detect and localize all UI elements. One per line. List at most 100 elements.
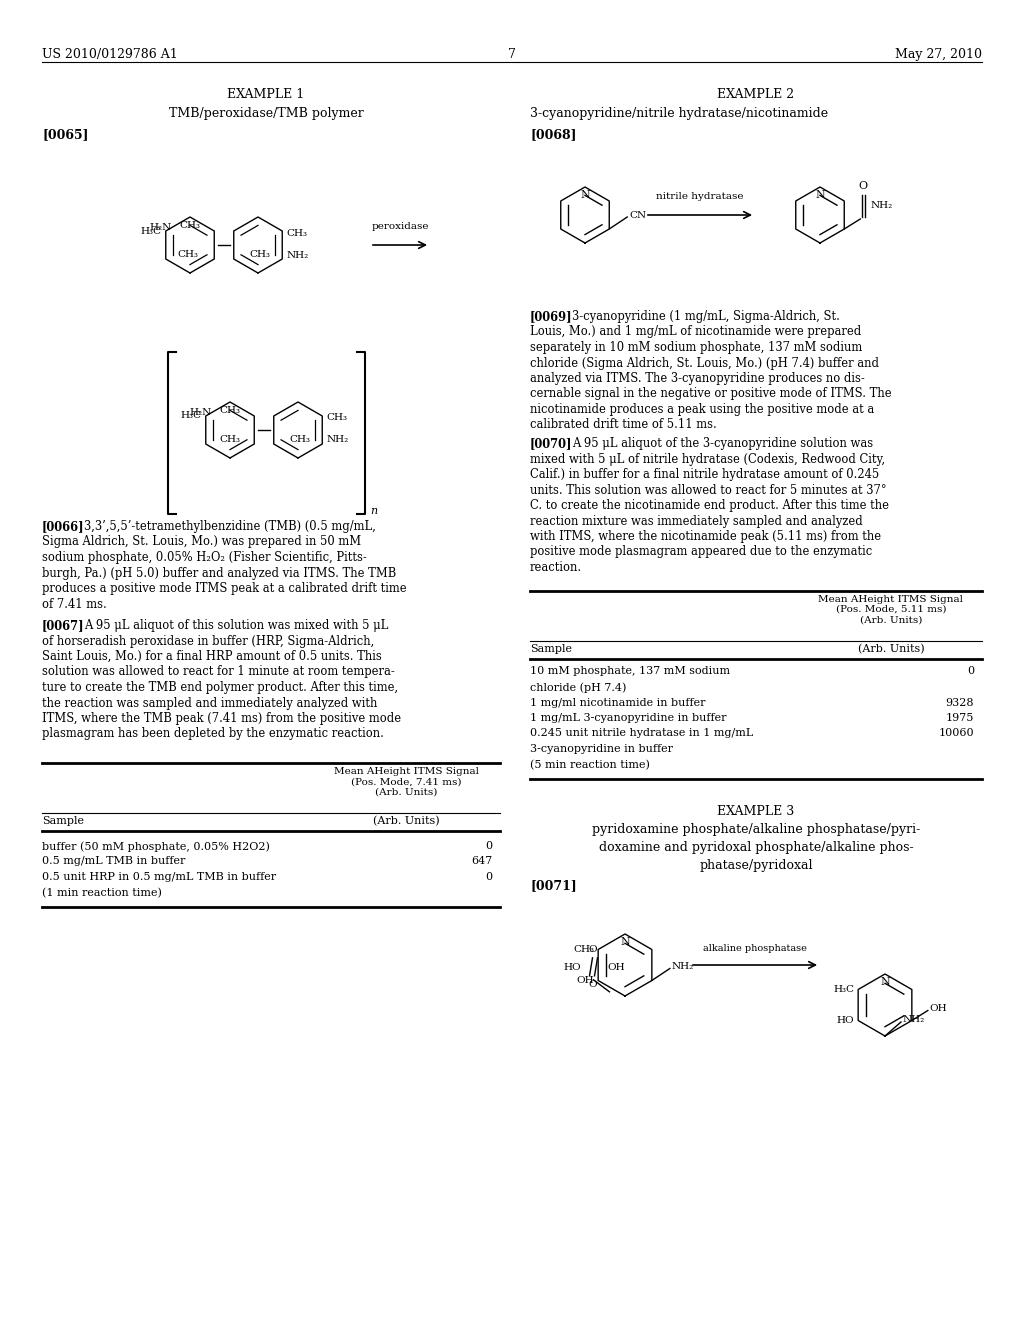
Text: 3-cyanopyridine in buffer: 3-cyanopyridine in buffer xyxy=(530,744,673,754)
Text: 0.5 mg/mL TMB in buffer: 0.5 mg/mL TMB in buffer xyxy=(42,857,185,866)
Text: 1975: 1975 xyxy=(945,713,974,723)
Text: (5 min reaction time): (5 min reaction time) xyxy=(530,759,650,770)
Text: nitrile hydratase: nitrile hydratase xyxy=(656,191,743,201)
Text: EXAMPLE 1: EXAMPLE 1 xyxy=(227,88,304,102)
Text: 0.5 unit HRP in 0.5 mg/mL TMB in buffer: 0.5 unit HRP in 0.5 mg/mL TMB in buffer xyxy=(42,873,276,882)
Text: 9328: 9328 xyxy=(945,697,974,708)
Text: C. to create the nicotinamide end product. After this time the: C. to create the nicotinamide end produc… xyxy=(530,499,889,512)
Text: 0.245 unit nitrile hydratase in 1 mg/mL: 0.245 unit nitrile hydratase in 1 mg/mL xyxy=(530,729,754,738)
Text: (Arb. Units): (Arb. Units) xyxy=(858,644,925,653)
Text: n: n xyxy=(371,506,377,516)
Text: H₃C: H₃C xyxy=(140,227,162,235)
Text: 3-cyanopyridine (1 mg/mL, Sigma-Aldrich, St.: 3-cyanopyridine (1 mg/mL, Sigma-Aldrich,… xyxy=(572,310,840,323)
Text: N: N xyxy=(581,190,590,201)
Text: HO: HO xyxy=(564,964,582,973)
Text: ITMS, where the TMB peak (7.41 ms) from the positive mode: ITMS, where the TMB peak (7.41 ms) from … xyxy=(42,711,401,725)
Text: 0: 0 xyxy=(967,667,974,676)
Text: Mean AHeight ITMS Signal
(Pos. Mode, 5.11 ms)
(Arb. Units): Mean AHeight ITMS Signal (Pos. Mode, 5.1… xyxy=(818,594,964,624)
Text: O: O xyxy=(588,979,597,989)
Text: 10060: 10060 xyxy=(938,729,974,738)
Text: ture to create the TMB end polymer product. After this time,: ture to create the TMB end polymer produ… xyxy=(42,681,398,694)
Text: Sample: Sample xyxy=(530,644,572,653)
Text: CN: CN xyxy=(630,210,646,219)
Text: produces a positive mode ITMS peak at a calibrated drift time: produces a positive mode ITMS peak at a … xyxy=(42,582,407,595)
Text: with ITMS, where the nicotinamide peak (5.11 ms) from the: with ITMS, where the nicotinamide peak (… xyxy=(530,531,881,543)
Text: O: O xyxy=(588,945,597,954)
Text: OH: OH xyxy=(577,975,594,985)
Text: [0065]: [0065] xyxy=(42,128,88,141)
Text: units. This solution was allowed to react for 5 minutes at 37°: units. This solution was allowed to reac… xyxy=(530,483,887,496)
Text: HO: HO xyxy=(837,1016,854,1026)
Text: OH: OH xyxy=(607,964,625,973)
Text: NH₂: NH₂ xyxy=(327,436,348,445)
Text: NH₂: NH₂ xyxy=(672,962,694,972)
Text: H₂N: H₂N xyxy=(189,408,212,417)
Text: plasmagram has been depleted by the enzymatic reaction.: plasmagram has been depleted by the enzy… xyxy=(42,727,384,741)
Text: A 95 μL aliquot of the 3-cyanopyridine solution was: A 95 μL aliquot of the 3-cyanopyridine s… xyxy=(572,437,873,450)
Text: reaction mixture was immediately sampled and analyzed: reaction mixture was immediately sampled… xyxy=(530,515,863,528)
Text: CH₃: CH₃ xyxy=(177,249,199,259)
Text: doxamine and pyridoxal phosphate/alkaline phos-: doxamine and pyridoxal phosphate/alkalin… xyxy=(599,841,913,854)
Text: (1 min reaction time): (1 min reaction time) xyxy=(42,887,162,898)
Text: mixed with 5 μL of nitrile hydratase (Codexis, Redwood City,: mixed with 5 μL of nitrile hydratase (Co… xyxy=(530,453,885,466)
Text: 1 mg/ml nicotinamide in buffer: 1 mg/ml nicotinamide in buffer xyxy=(530,697,706,708)
Text: CH₃: CH₃ xyxy=(250,249,270,259)
Text: 7: 7 xyxy=(508,48,516,61)
Text: N: N xyxy=(880,977,890,987)
Text: calibrated drift time of 5.11 ms.: calibrated drift time of 5.11 ms. xyxy=(530,418,717,432)
Text: EXAMPLE 3: EXAMPLE 3 xyxy=(718,805,795,818)
Text: CH₃: CH₃ xyxy=(219,407,241,414)
Text: EXAMPLE 2: EXAMPLE 2 xyxy=(718,88,795,102)
Text: positive mode plasmagram appeared due to the enzymatic: positive mode plasmagram appeared due to… xyxy=(530,545,872,558)
Text: NH₂: NH₂ xyxy=(870,202,893,210)
Text: [0067]: [0067] xyxy=(42,619,85,632)
Text: CH₃: CH₃ xyxy=(219,436,241,444)
Text: chloride (pH 7.4): chloride (pH 7.4) xyxy=(530,682,627,693)
Text: [0069]: [0069] xyxy=(530,310,572,323)
Text: H₃C: H₃C xyxy=(834,985,854,994)
Text: CH₃: CH₃ xyxy=(290,436,310,444)
Text: 3-cyanopyridine/nitrile hydratase/nicotinamide: 3-cyanopyridine/nitrile hydratase/nicoti… xyxy=(530,107,828,120)
Text: 1 mg/mL 3-cyanopyridine in buffer: 1 mg/mL 3-cyanopyridine in buffer xyxy=(530,713,726,723)
Text: Sigma Aldrich, St. Louis, Mo.) was prepared in 50 mM: Sigma Aldrich, St. Louis, Mo.) was prepa… xyxy=(42,536,361,549)
Text: [0070]: [0070] xyxy=(530,437,572,450)
Text: solution was allowed to react for 1 minute at room tempera-: solution was allowed to react for 1 minu… xyxy=(42,665,394,678)
Text: [0068]: [0068] xyxy=(530,128,577,141)
Text: 0: 0 xyxy=(485,873,492,882)
Text: 10 mM phosphate, 137 mM sodium: 10 mM phosphate, 137 mM sodium xyxy=(530,667,730,676)
Text: 647: 647 xyxy=(471,857,492,866)
Text: sodium phosphate, 0.05% H₂O₂ (Fisher Scientific, Pitts-: sodium phosphate, 0.05% H₂O₂ (Fisher Sci… xyxy=(42,550,367,564)
Text: Calif.) in buffer for a final nitrile hydratase amount of 0.245: Calif.) in buffer for a final nitrile hy… xyxy=(530,469,880,480)
Text: 0: 0 xyxy=(485,841,492,851)
Text: peroxidase: peroxidase xyxy=(372,222,429,231)
Text: NH₂: NH₂ xyxy=(903,1015,926,1024)
Text: H₃C: H₃C xyxy=(181,412,202,421)
Text: Mean AHeight ITMS Signal
(Pos. Mode, 7.41 ms)
(Arb. Units): Mean AHeight ITMS Signal (Pos. Mode, 7.4… xyxy=(334,767,478,797)
Text: Sample: Sample xyxy=(42,816,84,826)
Text: phatase/pyridoxal: phatase/pyridoxal xyxy=(699,859,813,873)
Text: O: O xyxy=(859,181,867,191)
Text: buffer (50 mM phosphate, 0.05% H2O2): buffer (50 mM phosphate, 0.05% H2O2) xyxy=(42,841,270,851)
Text: NH₂: NH₂ xyxy=(287,251,308,260)
Text: TMB/peroxidase/TMB polymer: TMB/peroxidase/TMB polymer xyxy=(169,107,364,120)
Text: of horseradish peroxidase in buffer (HRP, Sigma-Aldrich,: of horseradish peroxidase in buffer (HRP… xyxy=(42,635,374,648)
Text: pyridoxamine phosphate/alkaline phosphatase/pyri-: pyridoxamine phosphate/alkaline phosphat… xyxy=(592,822,921,836)
Text: chloride (Sigma Aldrich, St. Louis, Mo.) (pH 7.4) buffer and: chloride (Sigma Aldrich, St. Louis, Mo.)… xyxy=(530,356,879,370)
Text: A 95 μL aliquot of this solution was mixed with 5 μL: A 95 μL aliquot of this solution was mix… xyxy=(84,619,388,632)
Text: (Arb. Units): (Arb. Units) xyxy=(373,816,439,826)
Text: separately in 10 mM sodium phosphate, 137 mM sodium: separately in 10 mM sodium phosphate, 13… xyxy=(530,341,862,354)
Text: reaction.: reaction. xyxy=(530,561,582,574)
Text: [0071]: [0071] xyxy=(530,879,577,892)
Text: OH: OH xyxy=(930,1005,947,1012)
Text: CH₃: CH₃ xyxy=(573,945,594,954)
Text: CH₃: CH₃ xyxy=(327,413,347,422)
Text: May 27, 2010: May 27, 2010 xyxy=(895,48,982,61)
Text: alkaline phosphatase: alkaline phosphatase xyxy=(703,944,807,953)
Text: Louis, Mo.) and 1 mg/mL of nicotinamide were prepared: Louis, Mo.) and 1 mg/mL of nicotinamide … xyxy=(530,326,861,338)
Text: [0066]: [0066] xyxy=(42,520,85,533)
Text: the reaction was sampled and immediately analyzed with: the reaction was sampled and immediately… xyxy=(42,697,378,710)
Text: Saint Louis, Mo.) for a final HRP amount of 0.5 units. This: Saint Louis, Mo.) for a final HRP amount… xyxy=(42,649,382,663)
Text: N: N xyxy=(815,190,825,201)
Text: US 2010/0129786 A1: US 2010/0129786 A1 xyxy=(42,48,178,61)
Text: of 7.41 ms.: of 7.41 ms. xyxy=(42,598,106,610)
